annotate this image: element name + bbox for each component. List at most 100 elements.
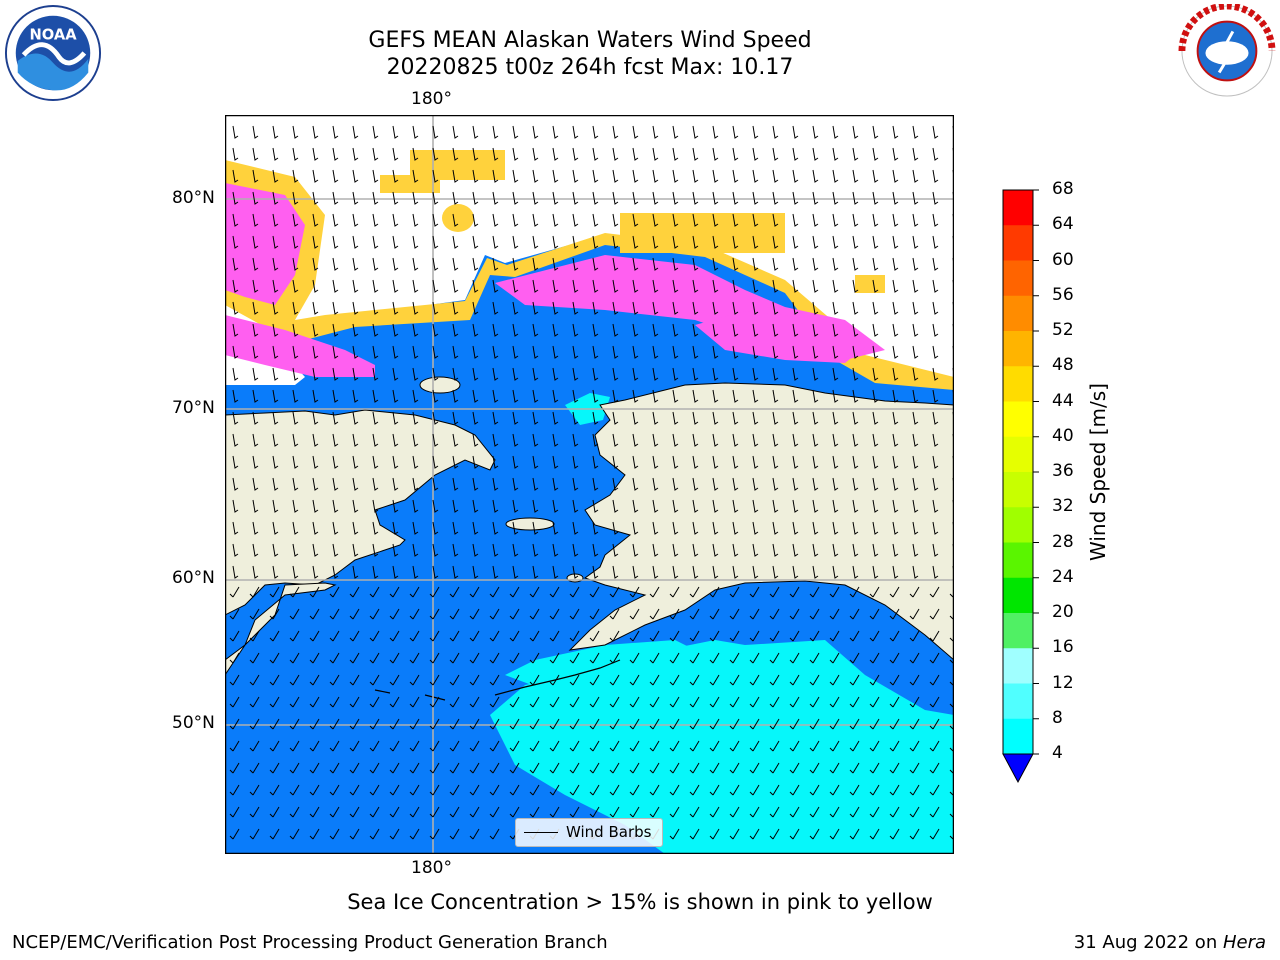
wind-barb	[552, 279, 559, 293]
wind-barb	[829, 630, 840, 642]
colorbar-under-arrow	[1002, 753, 1034, 784]
wind-barb	[832, 543, 839, 557]
wind-barb	[292, 301, 299, 315]
wind-barb	[549, 608, 560, 620]
wind-barb	[912, 213, 919, 227]
wind-barb	[452, 455, 459, 469]
wind-barb	[272, 565, 279, 579]
wind-barb	[629, 652, 640, 664]
wind-barb	[689, 630, 700, 642]
wind-barb	[852, 125, 859, 139]
wind-barb	[412, 565, 419, 579]
wind-barb	[492, 521, 499, 535]
colorbar-tick-label: 60	[1052, 249, 1074, 270]
wind-barb	[829, 762, 840, 774]
wind-barb	[849, 586, 860, 598]
wind-barb	[469, 740, 480, 752]
wind-barb	[252, 521, 259, 535]
wind-barb	[312, 323, 319, 337]
wind-barb	[692, 147, 699, 161]
wind-barb	[469, 806, 480, 818]
wind-barb	[452, 191, 459, 205]
wind-barb	[352, 389, 359, 403]
wind-barb	[629, 586, 640, 598]
wind-barb	[589, 674, 600, 686]
wind-barb	[612, 565, 619, 579]
wind-barb	[912, 477, 919, 491]
wind-barb	[609, 784, 620, 796]
wind-barb	[632, 257, 639, 271]
wind-barb	[309, 740, 320, 752]
wind-barb	[392, 323, 399, 337]
wind-barb	[292, 543, 299, 557]
wind-barb	[732, 125, 739, 139]
wind-barb	[769, 652, 780, 664]
wind-barb	[669, 718, 680, 730]
wind-barb	[612, 279, 619, 293]
wind-barb	[489, 608, 500, 620]
wind-barb	[929, 806, 940, 818]
wind-barb	[612, 323, 619, 337]
wind-barb	[572, 565, 579, 579]
wind-barb	[409, 674, 420, 686]
wind-barb	[909, 806, 920, 818]
wind-barb	[512, 147, 519, 161]
wind-barb	[772, 565, 779, 579]
sea-ice-pink	[225, 183, 305, 305]
wind-barb	[552, 411, 559, 425]
wind-barb	[572, 521, 579, 535]
wind-barb	[692, 125, 699, 139]
wind-barb	[252, 279, 259, 293]
wind-barb	[909, 652, 920, 664]
wind-barb	[572, 279, 579, 293]
wind-barb	[332, 279, 339, 293]
wind-barb	[569, 762, 580, 774]
wind-barb	[909, 630, 920, 642]
wind-barb	[489, 652, 500, 664]
wind-barb	[392, 257, 399, 271]
wind-barb	[429, 806, 440, 818]
wind-barb	[389, 740, 400, 752]
lon-label-bottom: 180°	[411, 858, 452, 878]
wind-barb	[792, 411, 799, 425]
wind-barb	[392, 433, 399, 447]
wind-barb	[812, 345, 819, 359]
wind-barb	[732, 191, 739, 205]
wind-barb	[872, 521, 879, 535]
wind-barb	[912, 521, 919, 535]
wind-barb	[452, 301, 459, 315]
wind-barb	[792, 345, 799, 359]
wind-barb	[432, 565, 439, 579]
wind-barb	[652, 389, 659, 403]
wind-barb	[932, 455, 939, 469]
wind-barb	[672, 345, 679, 359]
wind-barb	[352, 411, 359, 425]
wind-barb	[772, 499, 779, 513]
wind-barb	[812, 125, 819, 139]
wind-barb	[629, 696, 640, 708]
wind-barb	[792, 301, 799, 315]
wind-barb	[372, 169, 379, 183]
wind-barb	[812, 411, 819, 425]
wind-barb	[232, 521, 239, 535]
wind-barb	[252, 411, 259, 425]
wind-barb	[692, 499, 699, 513]
wind-barb	[349, 784, 360, 796]
wind-barb	[432, 543, 439, 557]
nws-logo	[1178, 4, 1276, 97]
wind-barb	[629, 718, 640, 730]
wind-barb	[409, 630, 420, 642]
wind-barb	[372, 279, 379, 293]
wind-barb	[732, 301, 739, 315]
wind-barb	[709, 762, 720, 774]
wind-barb	[469, 674, 480, 686]
wind-barb	[292, 279, 299, 293]
wind-barb	[392, 521, 399, 535]
wind-barb	[452, 279, 459, 293]
wind-barb	[812, 521, 819, 535]
wind-barb	[872, 411, 879, 425]
wind-barb	[489, 828, 500, 840]
wind-barb	[772, 367, 779, 381]
wind-barb	[729, 586, 740, 598]
wind-barb	[512, 411, 519, 425]
